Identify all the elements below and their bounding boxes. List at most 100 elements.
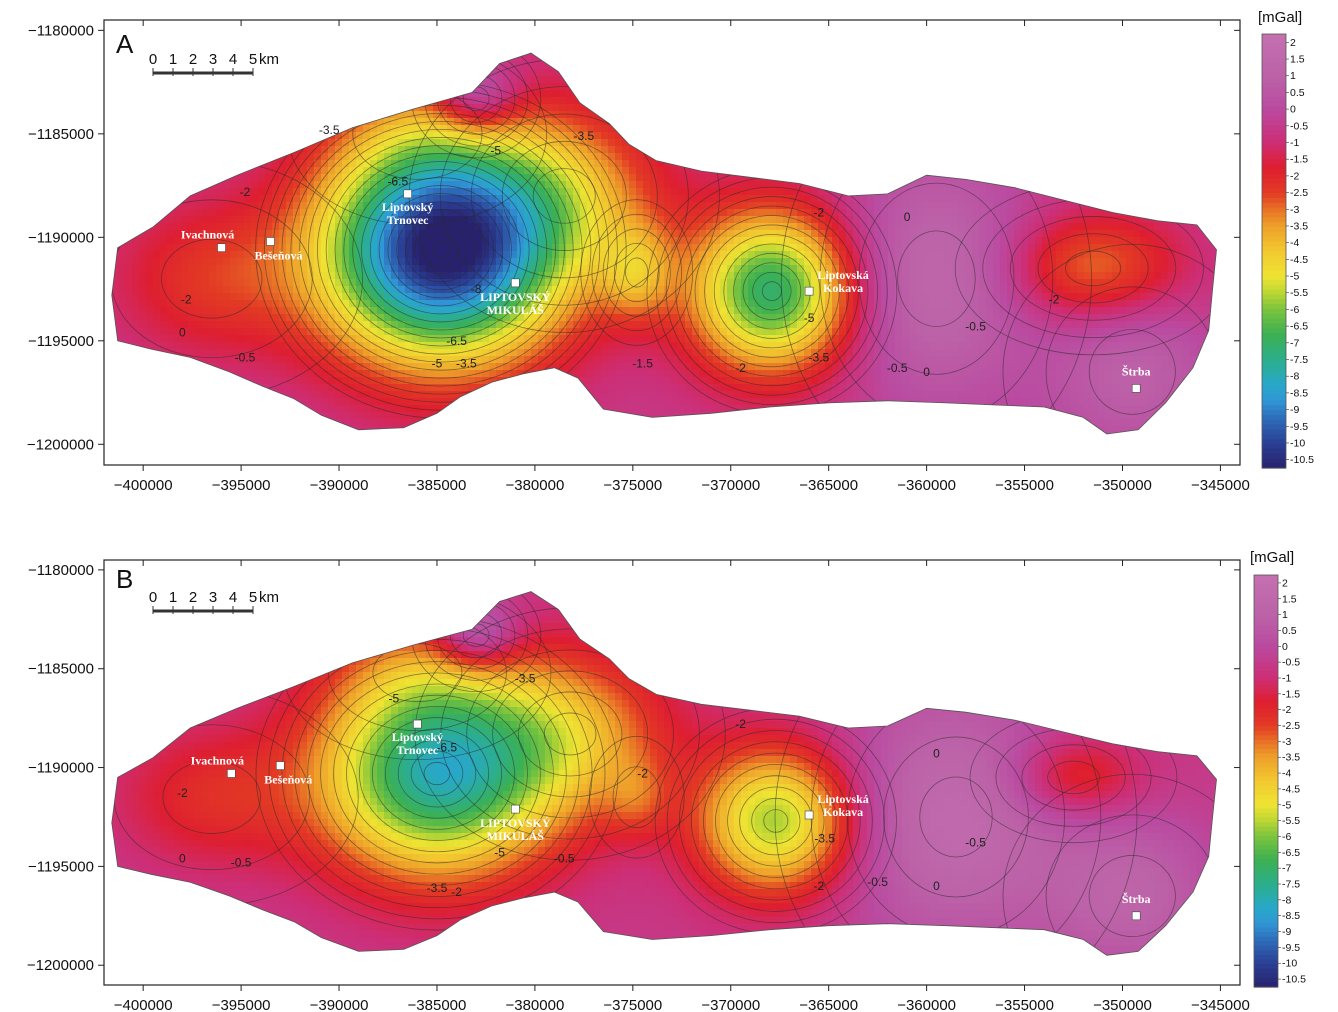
colorbar-segment xyxy=(1262,231,1286,238)
colorbar-segment xyxy=(1262,197,1286,204)
colorbar-segment xyxy=(1254,977,1278,984)
colorbar-segment xyxy=(1262,130,1286,136)
survey-outline xyxy=(111,591,1217,956)
town-marker xyxy=(511,278,520,288)
town-marker xyxy=(804,286,814,296)
x-tick-label: −380000 xyxy=(505,997,564,1012)
colorbar-segment xyxy=(1254,936,1278,942)
colorbar-segment xyxy=(1262,308,1286,315)
colorbar-segment xyxy=(1262,414,1286,421)
colorbar-segment xyxy=(1262,284,1286,291)
town-marker xyxy=(804,810,814,820)
scale-bar-label: 4 xyxy=(229,51,237,68)
colorbar-segment xyxy=(1254,959,1278,965)
colorbar-segment xyxy=(1262,328,1286,334)
town-label: Bešeňová xyxy=(254,248,302,262)
colorbar-segment xyxy=(1262,251,1286,257)
colorbar-segment xyxy=(1254,886,1278,892)
town-label: Liptovská xyxy=(817,792,868,806)
contour-label: -2 xyxy=(735,361,746,375)
contour-label: -2 xyxy=(451,885,462,899)
colorbar-segment xyxy=(1254,945,1278,951)
colorbar-segment xyxy=(1262,38,1286,45)
colorbar-segment xyxy=(1254,927,1278,933)
colorbar-segment xyxy=(1254,625,1278,631)
y-tick-label: −1180000 xyxy=(28,562,94,579)
y-tick-label: −1195000 xyxy=(28,333,94,350)
colorbar-segment xyxy=(1254,748,1278,755)
contour-label: -5 xyxy=(490,144,501,158)
contour-label: -0.5 xyxy=(554,851,575,865)
colorbar-segment xyxy=(1262,135,1286,141)
colorbar-label: -8.5 xyxy=(1282,910,1300,922)
colorbar-segment xyxy=(1254,671,1278,677)
colorbar-label: -5.5 xyxy=(1282,815,1300,827)
contour-label: -0.5 xyxy=(231,855,252,869)
colorbar-segment xyxy=(1262,313,1286,320)
town-label: Štrba xyxy=(1122,892,1151,906)
colorbar-segment xyxy=(1254,593,1278,599)
colorbar-segment xyxy=(1262,154,1286,160)
scale-bar-label: 3 xyxy=(209,51,217,68)
colorbar-segment xyxy=(1254,716,1278,723)
town-label: Liptovský xyxy=(382,200,433,214)
y-tick-label: −1190000 xyxy=(28,229,94,246)
town-label: Trnovec xyxy=(387,213,429,227)
y-tick-label: −1195000 xyxy=(28,858,94,875)
scale-bar-label: 5 xyxy=(249,589,257,606)
colorbar-segment xyxy=(1262,120,1286,127)
colorbar-segment xyxy=(1262,82,1286,88)
colorbar-segment xyxy=(1262,361,1286,368)
colorbar-segment xyxy=(1262,395,1286,402)
x-tick-label: −355000 xyxy=(995,477,1054,494)
colorbar-segment xyxy=(1262,463,1286,469)
colorbar-segment xyxy=(1254,895,1278,901)
colorbar-segment xyxy=(1254,909,1278,915)
colorbar-segment xyxy=(1254,767,1278,773)
colorbar-segment xyxy=(1254,661,1278,668)
colorbar-segment xyxy=(1254,799,1278,805)
colorbar-label: -2.5 xyxy=(1282,720,1300,732)
colorbar-segment xyxy=(1262,115,1286,122)
contour-label: 0 xyxy=(923,365,930,379)
scale-bar-label: 4 xyxy=(229,589,237,606)
colorbar-segment xyxy=(1262,381,1286,387)
colorbar-segment xyxy=(1262,424,1286,431)
colorbar-segment xyxy=(1254,707,1278,713)
town-marker xyxy=(1131,384,1141,393)
colorbar-label: -2 xyxy=(1282,704,1291,716)
scale-bar: 0 1 2 3 4 5 km xyxy=(149,51,279,76)
scale-bar-label: 2 xyxy=(189,51,197,68)
colorbar-segment xyxy=(1254,758,1278,764)
colorbar-label: -1 xyxy=(1290,137,1299,149)
colorbar-segment xyxy=(1254,790,1278,796)
colorbar-segment xyxy=(1262,159,1286,165)
colorbar-segment xyxy=(1254,675,1278,681)
y-tick-label: −1200000 xyxy=(27,436,94,453)
scale-bar-label: 0 xyxy=(149,589,157,606)
colorbar-segment xyxy=(1254,639,1278,645)
colorbar-segment xyxy=(1254,913,1278,919)
x-tick-label: −375000 xyxy=(603,997,662,1012)
colorbar-label: -2 xyxy=(1290,170,1299,182)
contour-label: -6.5 xyxy=(436,741,457,755)
colorbar-segment xyxy=(1254,771,1278,778)
colorbar-label: -5 xyxy=(1282,799,1291,811)
colorbar-segment xyxy=(1262,236,1286,242)
x-tick-label: −370000 xyxy=(701,477,760,494)
town-marker xyxy=(266,237,275,246)
colorbar-segment xyxy=(1254,611,1278,617)
colorbar-label: 1.5 xyxy=(1290,54,1305,66)
colorbar-segment xyxy=(1262,241,1286,247)
colorbar-unit: [mGal] xyxy=(1258,9,1302,26)
contour-label: 0 xyxy=(179,326,186,340)
contour-label: -6.5 xyxy=(446,334,467,348)
scale-bar-label: 0 xyxy=(149,51,157,68)
x-tick-label: −375000 xyxy=(603,477,662,494)
colorbar-segment xyxy=(1254,735,1278,741)
colorbar-segment xyxy=(1254,973,1278,979)
panel-letter: B xyxy=(116,564,133,594)
scale-bar-label: 1 xyxy=(169,589,177,606)
colorbar-segment xyxy=(1262,352,1286,358)
contour-label: -0.5 xyxy=(965,836,986,850)
